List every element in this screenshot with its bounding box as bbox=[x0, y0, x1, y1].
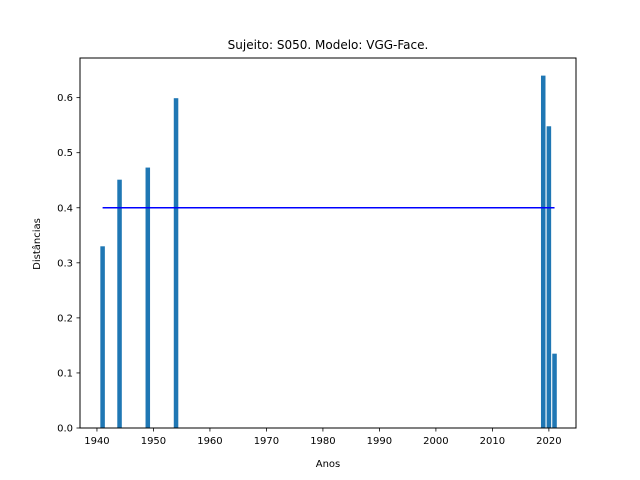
bars-layer bbox=[100, 75, 557, 429]
chart-title: Sujeito: S050. Modelo: VGG-Face. bbox=[228, 38, 429, 52]
y-tick-label: 0.3 bbox=[57, 258, 73, 269]
y-tick-label: 0.6 bbox=[57, 93, 73, 104]
x-tick-label: 2020 bbox=[536, 436, 561, 447]
plot-area: 1940 1950 1960 1970 1980 1990 2000 2010 2020 0.0… bbox=[57, 57, 577, 447]
x-tick-label: 2010 bbox=[480, 436, 505, 447]
x-axis-ticks: 1940 1950 1960 1970 1980 1990 2000 2010 2020 bbox=[84, 428, 562, 447]
x-tick-label: 1960 bbox=[197, 436, 222, 447]
y-tick-label: 0.4 bbox=[57, 203, 73, 214]
x-tick-label: 1980 bbox=[310, 436, 335, 447]
y-tick-label: 0.1 bbox=[57, 368, 73, 379]
y-tick-label: 0.2 bbox=[57, 313, 73, 324]
x-tick-label: 2000 bbox=[423, 436, 448, 447]
x-axis-label: Anos bbox=[316, 459, 341, 470]
bar-1949 bbox=[145, 167, 151, 428]
bar-2020 bbox=[546, 126, 552, 429]
x-tick-label: 1950 bbox=[141, 436, 166, 447]
bar-1941 bbox=[100, 246, 105, 428]
bar-2021 bbox=[552, 353, 557, 428]
x-tick-label: 1940 bbox=[84, 436, 109, 447]
y-tick-label: 0.5 bbox=[57, 148, 73, 159]
y-axis-ticks: 0.0 0.1 0.2 0.3 0.4 0.5 0.6 bbox=[57, 93, 80, 435]
axes-frame bbox=[79, 57, 577, 429]
y-axis-label: Distâncias bbox=[31, 218, 43, 270]
bar-1954 bbox=[173, 98, 179, 428]
bar-1944 bbox=[117, 179, 122, 428]
x-tick-label: 1970 bbox=[254, 436, 279, 447]
x-tick-label: 1990 bbox=[367, 436, 392, 447]
bar-2019 bbox=[540, 75, 546, 428]
y-tick-label: 0.0 bbox=[57, 424, 73, 435]
